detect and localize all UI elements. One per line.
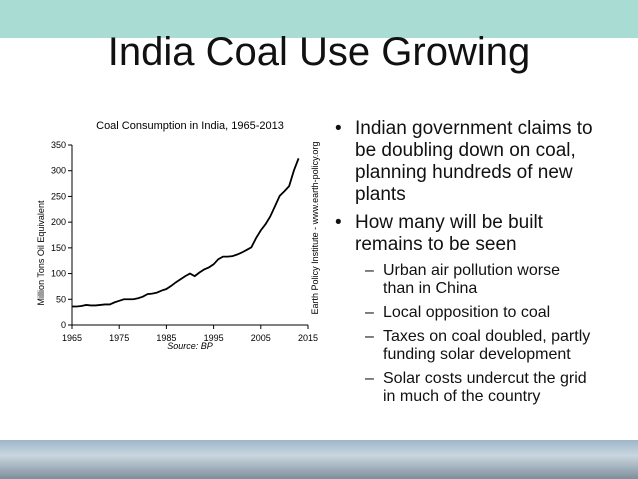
x-tick-label: 2005 — [251, 333, 271, 343]
slide-title: India Coal Use Growing — [107, 30, 531, 74]
x-tick-label: 2015 — [298, 333, 318, 343]
header-bar — [0, 0, 638, 38]
bullet-list: Indian government claims to be doubling … — [335, 118, 610, 406]
x-tick-label: 1965 — [62, 333, 82, 343]
y-tick-label: 0 — [61, 320, 66, 330]
bullet: How many will be built remains to be see… — [335, 212, 610, 256]
source: Source: BP — [167, 341, 213, 351]
data-line — [72, 158, 300, 308]
chart-title: Coal Consumption in India, 1965-2013 — [96, 120, 284, 132]
y-tick-label: 150 — [51, 243, 66, 253]
credit: Earth Policy Institute - www.earth-polic… — [310, 142, 320, 315]
y-tick-label: 350 — [51, 140, 66, 150]
y-tick-label: 200 — [51, 217, 66, 227]
x-tick-label: 1975 — [109, 333, 129, 343]
x-tick-label: 1985 — [156, 333, 176, 343]
x-tick-label: 1995 — [204, 333, 224, 343]
y-tick-label: 250 — [51, 191, 66, 201]
y-tick-label: 100 — [51, 269, 66, 279]
y-tick-label: 300 — [51, 166, 66, 176]
footer-image — [0, 440, 638, 479]
y-axis-label: Million Tons Oil Equivalent — [36, 200, 46, 305]
sub-bullet: Urban air pollution worse than in China — [365, 262, 593, 298]
sub-bullet: Local opposition to coal — [365, 304, 593, 322]
y-tick-label: 50 — [56, 294, 66, 304]
sub-bullet: Taxes on coal doubled, partly funding so… — [365, 328, 593, 364]
bullet: Indian government claims to be doubling … — [335, 118, 610, 206]
sub-bullet: Solar costs undercut the grid in much of… — [365, 370, 593, 406]
